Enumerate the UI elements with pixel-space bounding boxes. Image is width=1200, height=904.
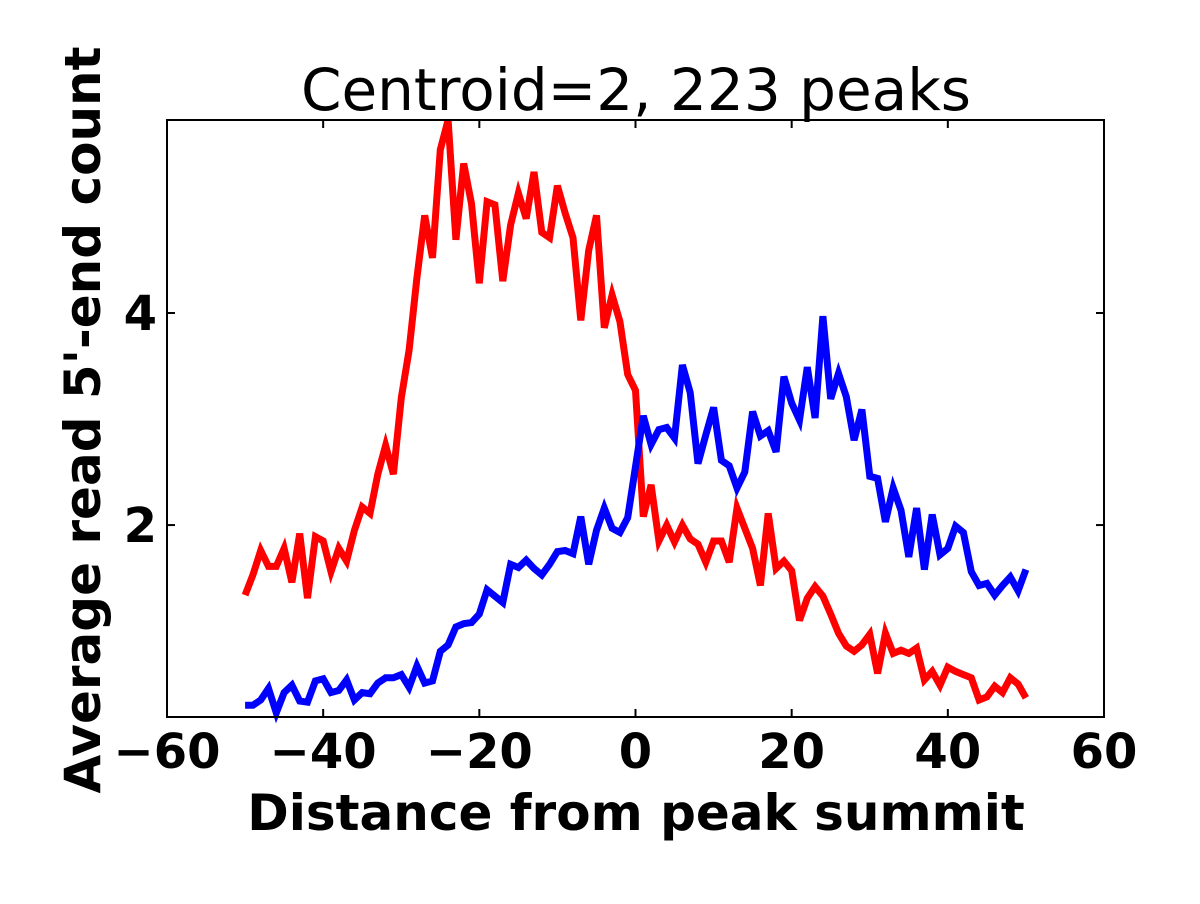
series-line-1	[245, 315, 1030, 724]
y-tick-label: 4	[124, 286, 157, 342]
x-tick-label: 20	[758, 724, 825, 780]
x-axis-label: Distance from peak summit	[247, 784, 1025, 842]
y-axis-label: Average read 5'-end count	[54, 46, 112, 793]
x-tick-label: −40	[270, 724, 377, 780]
series-layer	[241, 119, 1030, 724]
chart-title: Centroid=2, 223 peaks	[301, 56, 971, 124]
y-tick-label: 2	[124, 498, 157, 554]
x-tick-label: −20	[426, 724, 533, 780]
x-tick-label: 0	[619, 724, 652, 780]
ticks-layer: −60 −40 −20 0 20 40 60 2 4	[113, 120, 1137, 780]
x-tick-label: 60	[1071, 724, 1138, 780]
x-tick-label: 40	[914, 724, 981, 780]
x-tick-label: −60	[113, 724, 220, 780]
series-line-0	[241, 119, 1029, 705]
